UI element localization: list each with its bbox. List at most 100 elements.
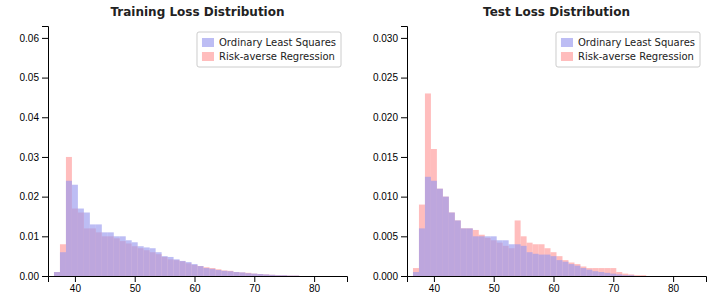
bar <box>628 274 634 276</box>
bar <box>610 268 616 276</box>
y-tick-mark <box>401 276 407 277</box>
bar <box>700 276 706 277</box>
legend-label: Ordinary Least Squares <box>578 37 695 48</box>
x-axis-line <box>408 277 707 283</box>
bar <box>257 274 263 276</box>
bar <box>497 240 503 276</box>
title: Training Loss Distribution <box>110 5 284 19</box>
bar <box>682 276 688 277</box>
bar <box>90 224 96 276</box>
bar <box>515 244 521 276</box>
x-tick-mark <box>673 276 674 282</box>
bar <box>652 276 658 277</box>
x-tick-label: 60 <box>548 283 560 294</box>
bar <box>341 276 347 277</box>
y-axis-line <box>42 27 49 277</box>
bar <box>491 236 497 276</box>
y-tick-label: 0.05 <box>20 72 40 83</box>
x-tick-mark <box>613 276 614 282</box>
bar <box>568 264 574 276</box>
y-tick: 0.015 <box>373 152 407 163</box>
bar <box>628 275 634 276</box>
bar <box>54 272 60 276</box>
bar <box>84 213 90 276</box>
legend-item: Ordinary Least Squares <box>202 37 336 48</box>
legend-item: Risk-averse Regression <box>202 51 335 62</box>
bar <box>299 276 305 277</box>
y-tick: 0.020 <box>373 112 407 123</box>
bar <box>275 275 281 276</box>
y-tick: 0.005 <box>373 231 407 242</box>
bar <box>574 264 580 276</box>
bar <box>545 255 551 276</box>
legend-label: Ordinary Least Squares <box>219 37 336 48</box>
bar <box>449 213 455 276</box>
bar <box>598 272 604 276</box>
bar <box>180 261 186 276</box>
bar <box>192 264 198 276</box>
bar <box>604 273 610 276</box>
plot: 40506070800.0000.0050.0100.0150.0200.025… <box>373 27 707 295</box>
bar <box>533 254 539 276</box>
bar <box>640 276 646 277</box>
x-tick: 60 <box>548 276 560 294</box>
bar <box>616 274 622 276</box>
bar <box>335 276 341 277</box>
y-tick: 0.01 <box>20 231 48 242</box>
bar <box>664 276 670 277</box>
bar <box>269 275 275 276</box>
y-tick-mark <box>401 78 407 79</box>
x-tick-label: 70 <box>608 283 620 294</box>
legend-swatch <box>561 38 573 47</box>
y-tick-mark <box>42 236 48 237</box>
bar <box>54 272 60 276</box>
bar <box>634 276 640 277</box>
bar <box>72 185 78 276</box>
bar <box>688 276 694 277</box>
bar <box>562 262 568 276</box>
y-tick: 0.04 <box>20 112 48 123</box>
bar <box>562 260 568 276</box>
bar <box>180 261 186 276</box>
bar <box>317 276 323 277</box>
x-tick-label: 40 <box>429 283 441 294</box>
bar <box>431 181 437 276</box>
legend-swatch <box>202 52 214 61</box>
bar <box>78 209 84 276</box>
bar <box>293 275 299 276</box>
bar <box>527 252 533 276</box>
series <box>413 177 634 276</box>
y-tick-mark <box>42 197 48 198</box>
bar <box>239 272 245 276</box>
bar <box>694 276 700 277</box>
bar <box>263 274 269 276</box>
bar <box>221 270 227 276</box>
bar <box>162 257 168 276</box>
bar <box>132 242 138 276</box>
bar <box>251 274 257 276</box>
bar <box>323 276 329 277</box>
bar <box>515 220 521 276</box>
bar <box>293 275 299 276</box>
y-tick-mark <box>401 117 407 118</box>
bar <box>461 228 467 276</box>
bar <box>233 272 239 276</box>
bar <box>479 235 485 276</box>
bar <box>311 276 317 277</box>
bar <box>299 276 305 277</box>
x-tick: 70 <box>249 276 261 294</box>
x-tick-mark <box>494 276 495 282</box>
bar <box>634 275 640 276</box>
bar <box>419 205 425 276</box>
bar <box>96 224 102 276</box>
bar <box>275 275 281 276</box>
bar <box>700 276 706 277</box>
bar <box>557 260 563 276</box>
bar <box>156 252 162 276</box>
bar <box>66 181 72 276</box>
bar <box>168 257 174 276</box>
x-tick: 80 <box>309 276 321 294</box>
x-tick: 70 <box>608 276 620 294</box>
bar <box>257 274 263 276</box>
bar <box>616 272 622 276</box>
